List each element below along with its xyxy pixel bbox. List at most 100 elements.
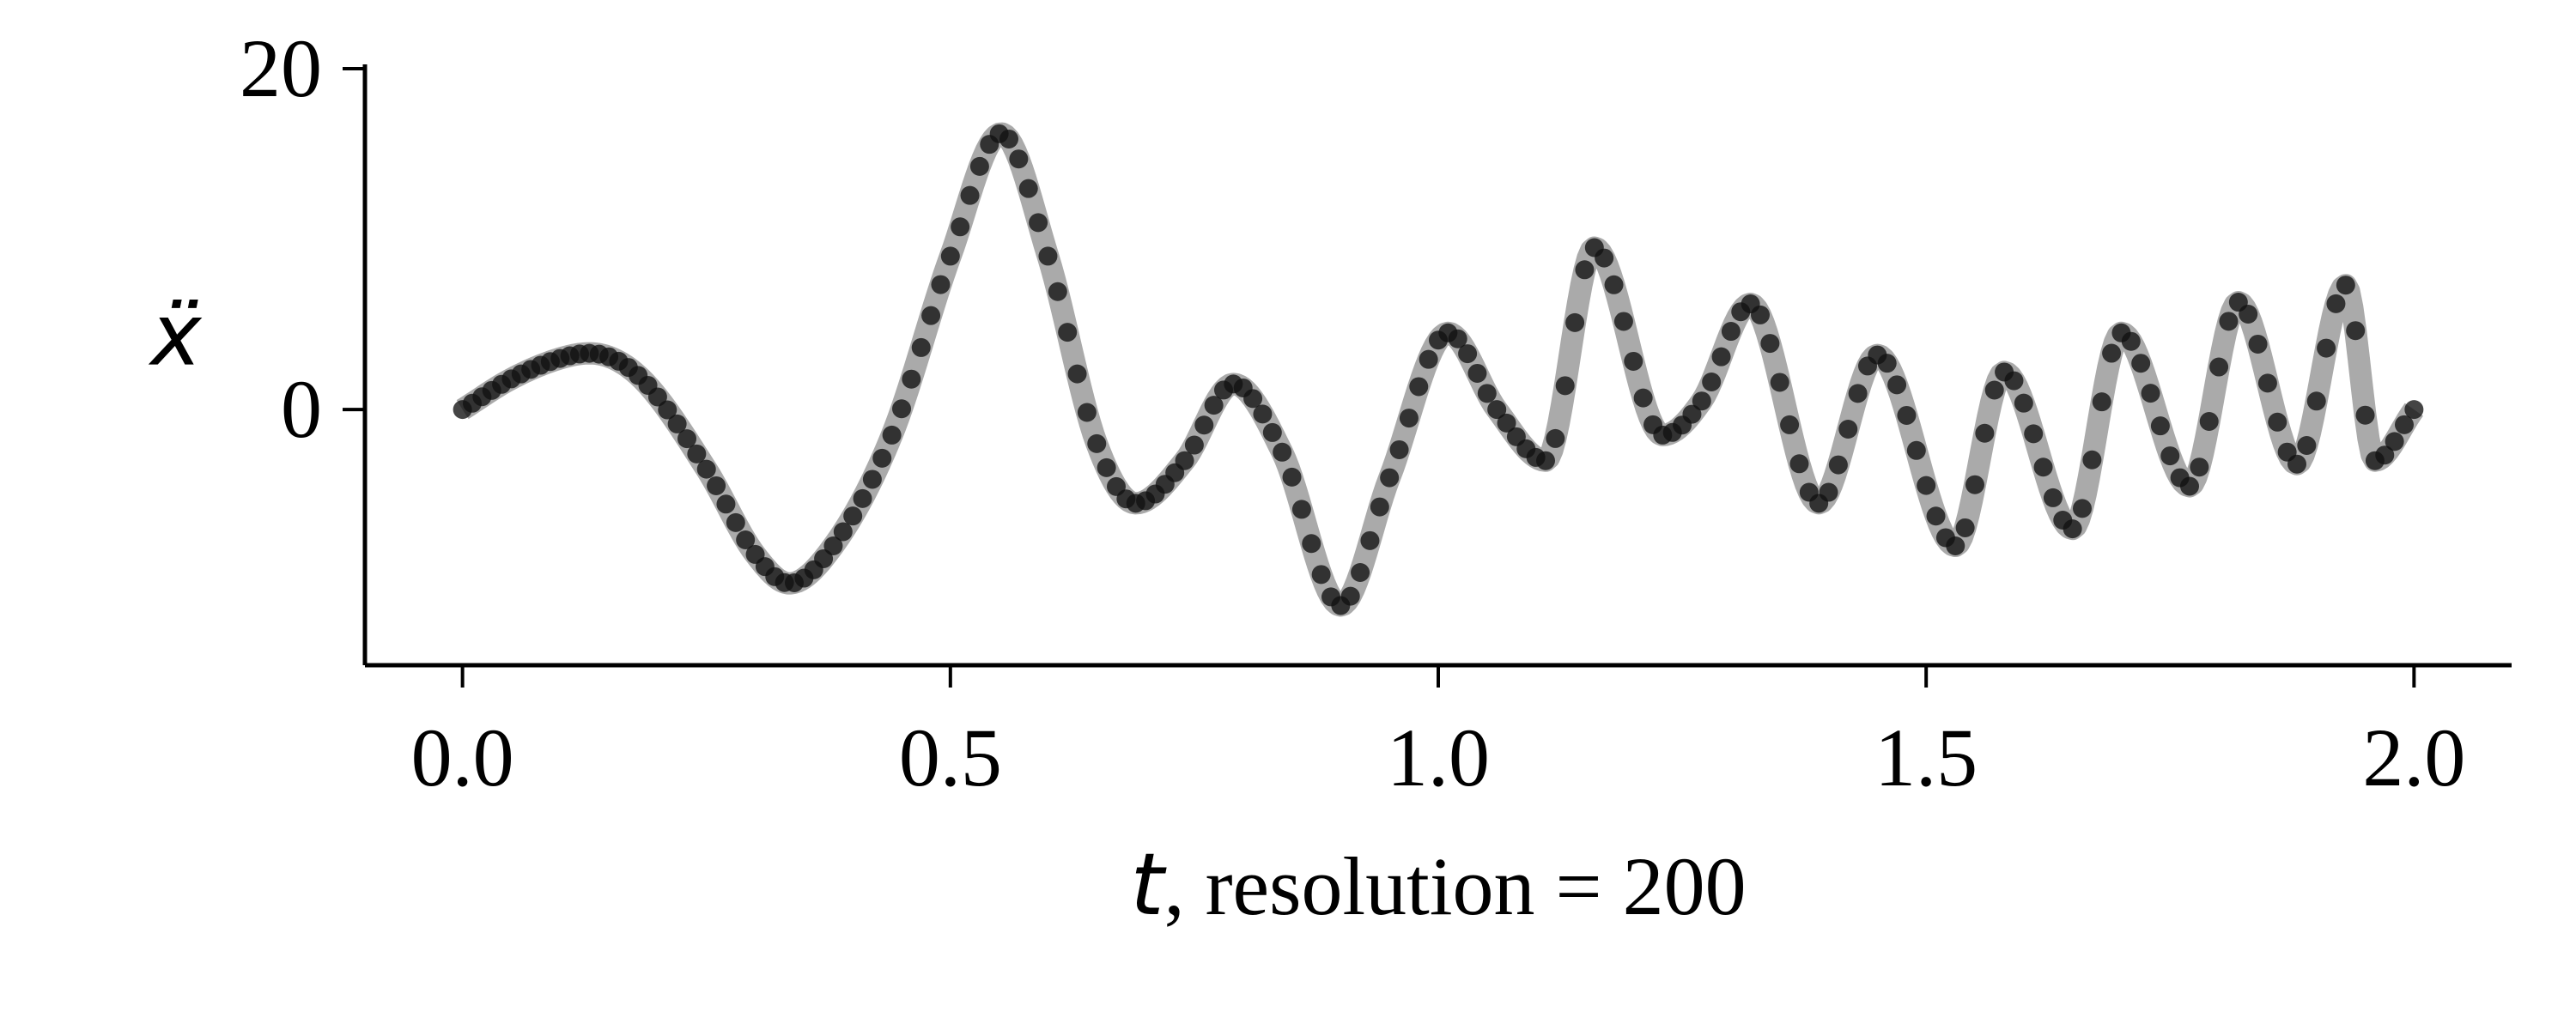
marker-point [1409, 377, 1429, 397]
marker-point [1682, 404, 1702, 424]
marker-point [1467, 363, 1487, 383]
marker-point [2024, 424, 2044, 444]
marker-point [1038, 246, 1058, 266]
marker-point [2141, 384, 2160, 403]
marker-point [2404, 400, 2424, 420]
marker-point [862, 470, 882, 489]
x-tick-label: 1.0 [1387, 712, 1490, 803]
marker-point [1838, 419, 1858, 439]
marker-point [1311, 565, 1331, 585]
marker-point [1184, 435, 1204, 455]
marker-point [1243, 389, 1263, 409]
marker-point [1984, 380, 2004, 400]
marker-point [2385, 432, 2404, 451]
marker-point [2355, 405, 2375, 425]
marker-point [2180, 476, 2199, 496]
marker-point [1760, 334, 1780, 354]
marker-point [1399, 409, 1419, 428]
marker-point [2336, 276, 2355, 295]
marker-point [1975, 423, 1995, 443]
marker-point [2326, 294, 2346, 313]
marker-point [2257, 373, 2277, 393]
marker-point [1770, 373, 1789, 392]
marker-point [1536, 451, 1555, 470]
marker-point [1613, 312, 1633, 331]
marker-point [2209, 357, 2229, 377]
marker-point [1848, 384, 1868, 403]
marker-point [1175, 451, 1194, 470]
marker-point [2317, 338, 2336, 358]
marker-point [2014, 393, 2033, 413]
marker-point [951, 217, 970, 237]
marker-point [736, 530, 756, 549]
marker-point [969, 156, 989, 176]
marker-point [2190, 457, 2209, 477]
marker-point [1917, 476, 1936, 495]
marker-point [1624, 351, 1643, 371]
marker-point [921, 306, 941, 325]
x-axis-label: t, resolution = 200 [1130, 834, 1746, 935]
marker-point [1029, 213, 1048, 233]
marker-point [2239, 305, 2258, 324]
marker-point [2092, 392, 2111, 412]
marker-point [1360, 530, 1380, 550]
marker-point [1946, 536, 1965, 555]
marker-point [1048, 282, 1067, 301]
marker-point [2063, 519, 2082, 539]
marker-point [1389, 439, 1409, 459]
marker-point [2131, 354, 2151, 373]
y-tick-label: 0 [281, 363, 322, 455]
marker-point [1253, 404, 1273, 424]
marker-point [1721, 322, 1741, 342]
marker-point [1887, 375, 1907, 395]
marker-point [1575, 260, 1595, 280]
marker-point [1906, 440, 1926, 460]
marker-point [2346, 321, 2366, 341]
marker-point [2043, 488, 2063, 507]
marker-point [2160, 446, 2180, 466]
marker-point [1018, 179, 1038, 198]
marker-point [707, 476, 726, 495]
axes-layer: 0.0 0.5 1.0 1.5 2.0 0 20 [240, 22, 2512, 803]
marker-point [853, 488, 872, 508]
marker-point [1477, 384, 1497, 403]
marker-point [1565, 312, 1585, 332]
marker-point [1692, 391, 1711, 411]
marker-point [677, 429, 696, 449]
marker-point [696, 459, 716, 479]
marker-point [1448, 329, 1467, 348]
marker-point [2375, 445, 2395, 465]
marker-point [1419, 349, 1438, 369]
marker-point [2150, 416, 2170, 436]
marker-point [1458, 344, 1478, 364]
marker-point [1487, 400, 1507, 420]
marker-point [1926, 506, 1946, 526]
marker-point [2004, 371, 2024, 391]
marker-point [872, 448, 892, 468]
marker-point [892, 399, 911, 419]
marker-point [658, 400, 677, 420]
marker-point [726, 512, 745, 532]
marker-point [2033, 457, 2053, 477]
marker-point [814, 548, 834, 568]
marker-point [960, 185, 980, 205]
marker-point [1291, 500, 1311, 519]
x-tick-label: 0.5 [899, 712, 1002, 803]
marker-point [1097, 457, 1116, 477]
marker-point [902, 369, 921, 389]
marker-point [2287, 454, 2306, 474]
marker-point [1828, 455, 1848, 475]
marker-point [1067, 364, 1087, 384]
marker-point [1204, 396, 1224, 415]
marker-point [1751, 305, 1770, 324]
marker-point [2268, 412, 2287, 432]
marker-point [687, 444, 707, 464]
marker-point [1273, 442, 1292, 462]
marker-point [911, 337, 931, 357]
series-markers-1 [453, 124, 2424, 615]
marker-point [1077, 403, 1097, 422]
y-axis-label: ẍ [148, 285, 203, 385]
x-tick-label: 2.0 [2362, 712, 2465, 803]
marker-point [1370, 497, 1389, 517]
series-layer [453, 122, 2424, 617]
